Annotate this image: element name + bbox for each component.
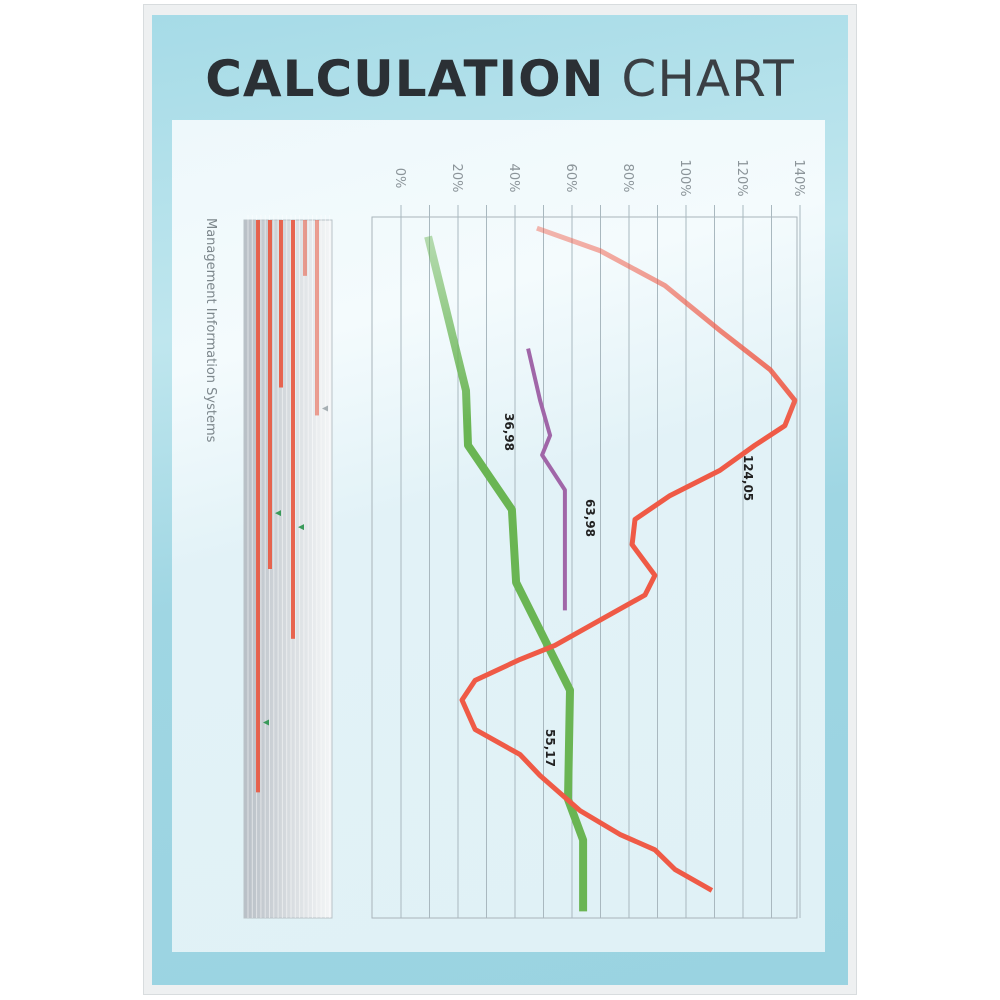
tick-label: 20% (449, 164, 464, 193)
marker-triangle-icon (298, 524, 304, 531)
series-line-0 (424, 235, 588, 912)
bar-panel-label: Management Information Systems (203, 218, 218, 443)
tick-label: 40% (506, 164, 521, 193)
tick-label: 0% (392, 168, 407, 189)
tick-label: 80% (620, 164, 635, 193)
series-line-1 (459, 225, 798, 893)
bar (291, 220, 295, 639)
marker-triangle-icon (322, 405, 328, 412)
tick-label: 100% (677, 159, 692, 196)
bar (303, 220, 307, 276)
tick-label: 120% (734, 159, 749, 196)
data-label: 124,05 (741, 455, 755, 501)
poster-title: CALCULATION CHART (152, 50, 848, 108)
data-label: 55,17 (543, 729, 557, 767)
marker-triangle-icon (275, 510, 281, 517)
plot-frame (371, 216, 798, 919)
tick-label: 140% (791, 159, 806, 196)
data-label: 63,98 (583, 499, 597, 537)
title-regular: CHART (621, 50, 795, 108)
marker-triangle-icon (263, 719, 269, 726)
bar (315, 220, 319, 416)
series-line-2 (526, 348, 567, 611)
tick-label: 60% (563, 164, 578, 193)
bar (268, 220, 272, 569)
title-bold: CALCULATION (205, 50, 605, 108)
bar (256, 220, 260, 793)
data-label: 36,98 (502, 413, 516, 451)
bar (279, 220, 283, 388)
